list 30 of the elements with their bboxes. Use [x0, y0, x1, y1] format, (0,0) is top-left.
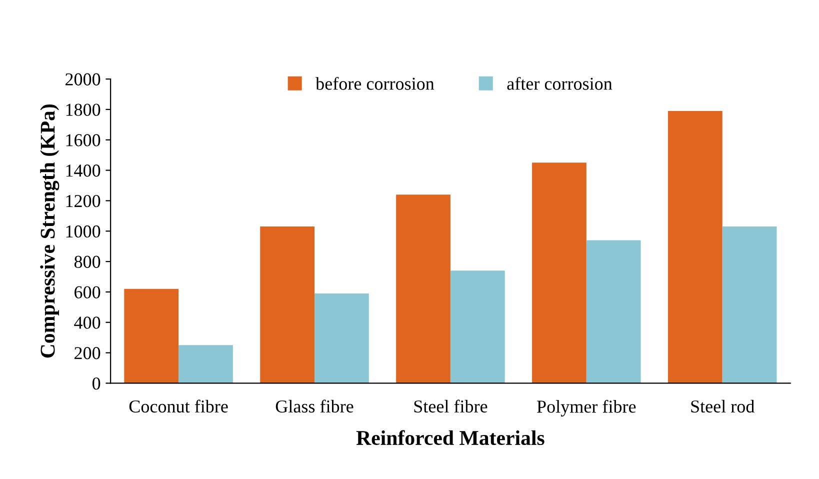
y-tick-label: 400	[74, 316, 100, 329]
bar	[396, 194, 450, 384]
bar	[260, 226, 314, 384]
bar	[178, 345, 233, 384]
y-tick-label: 600	[74, 286, 100, 298]
bar	[722, 226, 777, 384]
x-tick-label: Glass fibre	[276, 400, 354, 413]
y-tick-label: 0	[92, 377, 100, 390]
x-tick-label: Steel rod	[691, 400, 754, 413]
y-tick-label: 1000	[66, 225, 100, 238]
y-tick-label: 1200	[66, 194, 100, 208]
legend-label: after corrosion	[507, 76, 612, 90]
bar	[124, 288, 179, 384]
bar	[314, 293, 369, 384]
y-tick-label: 1800	[66, 104, 100, 116]
x-axis-title: Reinforced Materials	[356, 430, 544, 446]
y-tick-label: 1400	[66, 164, 100, 177]
bar	[668, 110, 722, 384]
y-tick-label: 200	[74, 347, 100, 360]
x-tick-label: Coconut fibre	[129, 400, 228, 413]
y-tick-label: 2000	[66, 73, 100, 86]
y-tick-label: 800	[74, 256, 100, 268]
bar	[450, 270, 505, 384]
bar	[586, 240, 641, 384]
y-axis-title: Compressive Strength (KPa)	[40, 104, 60, 358]
x-tick-label: Steel fibre	[414, 400, 488, 413]
legend-label: before corrosion	[316, 76, 434, 90]
x-tick-label: Polymer fibre	[537, 400, 636, 416]
bar	[532, 162, 586, 384]
y-tick-label: 1600	[66, 134, 100, 146]
